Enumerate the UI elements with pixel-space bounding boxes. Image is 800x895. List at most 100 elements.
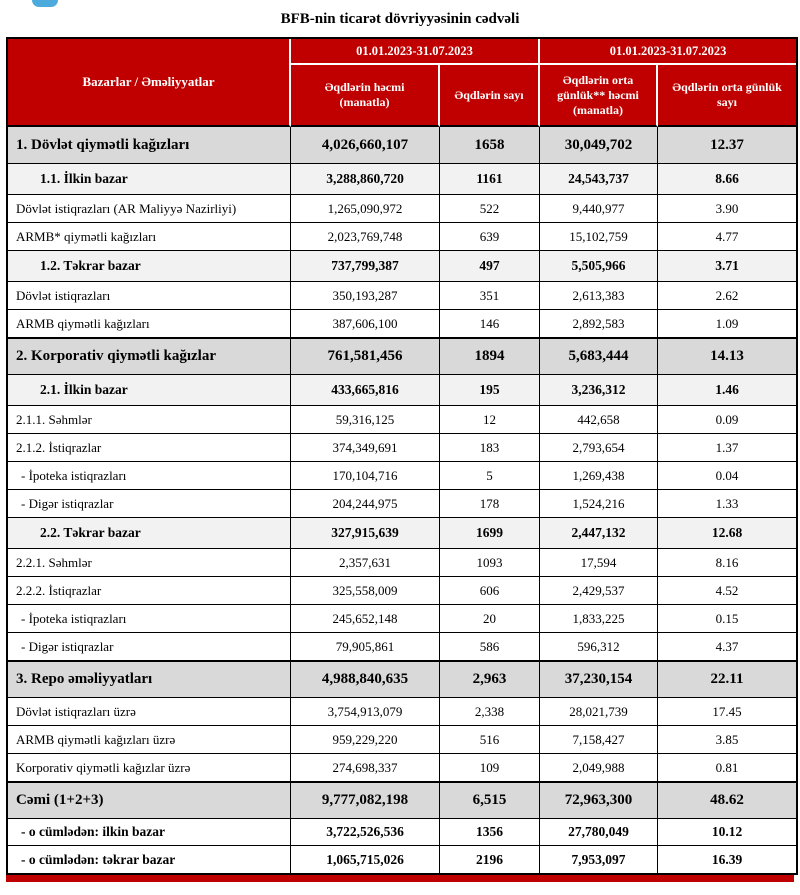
table-row: - o cümlədən: ilkin bazar 3,722,526,536 … [8, 819, 797, 846]
table-row: 2.2.1. Səhmlər 2,357,631 1093 17,594 8.1… [8, 549, 797, 577]
row-value: 387,606,100 [291, 310, 440, 338]
row-value: 0.15 [658, 605, 797, 633]
row-value: 16.39 [658, 846, 797, 873]
table-row: 1.2. Təkrar bazar 737,799,387 497 5,505,… [8, 251, 797, 282]
row-label: 2.2.1. Səhmlər [8, 549, 291, 577]
row-value: 1.37 [658, 434, 797, 462]
row-value: 1894 [440, 338, 541, 375]
row-value: 3.71 [658, 251, 797, 282]
row-label: 3. Repo əməliyyatları [8, 661, 291, 698]
cropped-logo-fragment [32, 0, 58, 7]
row-value: 72,963,300 [540, 782, 659, 819]
row-value: 959,229,220 [291, 726, 440, 754]
row-value: 30,049,702 [540, 127, 659, 164]
row-value: 9,777,082,198 [291, 782, 440, 819]
row-value: 586 [440, 633, 541, 661]
row-label: 2.2.2. İstiqrazlar [8, 577, 291, 605]
row-value: 17.45 [658, 698, 797, 726]
row-value: 1093 [440, 549, 541, 577]
row-value: 3.90 [658, 195, 797, 223]
row-value: 327,915,639 [291, 518, 440, 549]
row-value: 4,988,840,635 [291, 661, 440, 698]
row-value: 245,652,148 [291, 605, 440, 633]
row-value: 22.11 [658, 661, 797, 698]
table-row: ARMB qiymətli kağızları üzrə 959,229,220… [8, 726, 797, 754]
table-row: Cəmi (1+2+3) 9,777,082,198 6,515 72,963,… [8, 782, 797, 819]
row-label: 1.1. İlkin bazar [8, 164, 291, 195]
row-label: - o cümlədən: ilkin bazar [8, 819, 291, 846]
corner-header: Bazarlar / Əməliyyatlar [8, 39, 291, 127]
table-row: - Digər istiqrazlar 79,905,861 586 596,3… [8, 633, 797, 661]
table-row: - İpoteka istiqrazları 170,104,716 5 1,2… [8, 462, 797, 490]
row-value: 1356 [440, 819, 541, 846]
row-value: 1161 [440, 164, 541, 195]
row-value: 10.12 [658, 819, 797, 846]
row-value: 15,102,759 [540, 223, 659, 251]
row-label: 2.2. Təkrar bazar [8, 518, 291, 549]
column-header-count: Əqdlərin sayı [440, 65, 541, 127]
row-value: 350,193,287 [291, 282, 440, 310]
row-value: 1,065,715,026 [291, 846, 440, 873]
row-value: 2,793,654 [540, 434, 659, 462]
row-label: ARMB qiymətli kağızları üzrə [8, 726, 291, 754]
row-label: - Digər istiqrazlar [8, 633, 291, 661]
row-value: 2,357,631 [291, 549, 440, 577]
row-value: 1.09 [658, 310, 797, 338]
row-label: Dövlət istiqrazları üzrə [8, 698, 291, 726]
row-label: 1. Dövlət qiymətli kağızları [8, 127, 291, 164]
row-value: 8.16 [658, 549, 797, 577]
row-value: 2,447,132 [540, 518, 659, 549]
table-row: 1.1. İlkin bazar 3,288,860,720 1161 24,5… [8, 164, 797, 195]
table-footer-bar [6, 875, 794, 882]
row-value: 28,021,739 [540, 698, 659, 726]
column-header-volume: Əqdlərin həcmi (manatla) [291, 65, 440, 127]
row-value: 4,026,660,107 [291, 127, 440, 164]
table-row: 2.2. Təkrar bazar 327,915,639 1699 2,447… [8, 518, 797, 549]
row-label: Cəmi (1+2+3) [8, 782, 291, 819]
row-value: 7,158,427 [540, 726, 659, 754]
row-value: 9,440,977 [540, 195, 659, 223]
row-value: 79,905,861 [291, 633, 440, 661]
row-value: 2,049,988 [540, 754, 659, 782]
table-body: 1. Dövlət qiymətli kağızları 4,026,660,1… [8, 127, 797, 873]
column-header-avg-daily-volume: Əqdlərin orta günlük** həcmi (manatla) [540, 65, 659, 127]
row-value: 2,338 [440, 698, 541, 726]
row-value: 3.85 [658, 726, 797, 754]
table-row: Korporativ qiymətli kağızlar üzrə 274,69… [8, 754, 797, 782]
row-value: 3,288,860,720 [291, 164, 440, 195]
row-label: Korporativ qiymətli kağızlar üzrə [8, 754, 291, 782]
row-value: 0.09 [658, 406, 797, 434]
row-label: ARMB* qiymətli kağızları [8, 223, 291, 251]
row-value: 5,683,444 [540, 338, 659, 375]
row-value: 596,312 [540, 633, 659, 661]
row-value: 1699 [440, 518, 541, 549]
row-value: 497 [440, 251, 541, 282]
row-value: 1.46 [658, 375, 797, 406]
table-row: 2.2.2. İstiqrazlar 325,558,009 606 2,429… [8, 577, 797, 605]
row-value: 1.33 [658, 490, 797, 518]
table-row: 1. Dövlət qiymətli kağızları 4,026,660,1… [8, 127, 797, 164]
row-value: 3,722,526,536 [291, 819, 440, 846]
row-value: 1,524,216 [540, 490, 659, 518]
row-value: 170,104,716 [291, 462, 440, 490]
column-header-avg-daily-count: Əqdlərin orta günlük sayı [658, 65, 797, 127]
row-value: 1,265,090,972 [291, 195, 440, 223]
row-value: 2,613,383 [540, 282, 659, 310]
row-value: 442,658 [540, 406, 659, 434]
row-value: 2196 [440, 846, 541, 873]
row-value: 146 [440, 310, 541, 338]
row-value: 4.77 [658, 223, 797, 251]
row-label: 2. Korporativ qiymətli kağızlar [8, 338, 291, 375]
row-value: 0.81 [658, 754, 797, 782]
row-label: - İpoteka istiqrazları [8, 605, 291, 633]
row-value: 12.68 [658, 518, 797, 549]
period-header-row: Bazarlar / Əməliyyatlar 01.01.2023-31.07… [8, 39, 797, 127]
row-value: 8.66 [658, 164, 797, 195]
row-value: 325,558,009 [291, 577, 440, 605]
row-value: 737,799,387 [291, 251, 440, 282]
row-value: 522 [440, 195, 541, 223]
table-row: 2. Korporativ qiymətli kağızlar 761,581,… [8, 338, 797, 375]
row-value: 433,665,816 [291, 375, 440, 406]
row-value: 17,594 [540, 549, 659, 577]
row-label: 2.1.2. İstiqrazlar [8, 434, 291, 462]
